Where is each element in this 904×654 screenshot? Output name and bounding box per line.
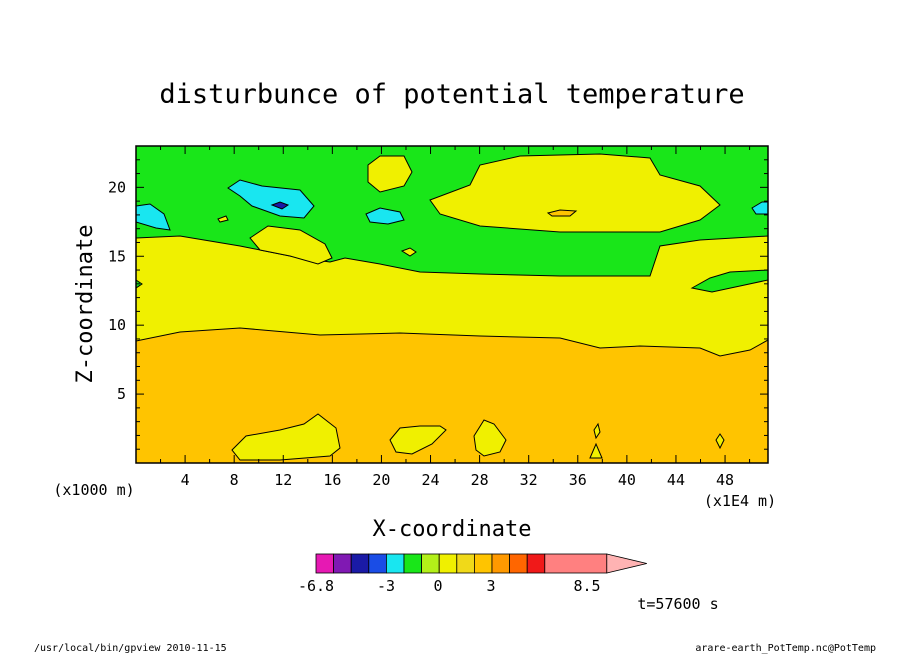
blob-blue-1: [270, 201, 290, 210]
footer-left: /usr/local/bin/gpview 2010-11-15: [34, 643, 227, 654]
x-tick-label: 36: [569, 471, 587, 489]
x-tick-label: 48: [716, 471, 734, 489]
colorbar-swatch: [403, 553, 423, 574]
x-tick-label: 32: [520, 471, 538, 489]
colorbar-label: 8.5: [573, 577, 600, 595]
blob-yellow-upper-3: [249, 225, 333, 265]
plot-area: [135, 145, 769, 464]
x-tick-label: 20: [372, 471, 390, 489]
x-tick-label: 28: [471, 471, 489, 489]
blob-orange-upper: [546, 209, 578, 217]
x-axis-ticks: 4 8 12 16 20 24 28 32 36 40 44 48: [160, 146, 751, 489]
y-unit-label: (x1000 m): [53, 481, 134, 499]
blob-yellow-lower-1: [231, 413, 341, 461]
x-tick-label: 16: [323, 471, 341, 489]
blob-green-right: [690, 269, 768, 293]
colorbar-swatch: [350, 553, 370, 574]
plot-frame: [135, 145, 769, 464]
blob-cyan-1: [227, 179, 315, 219]
blob-cyan-3: [136, 203, 171, 231]
colorbar-swatch: [473, 553, 493, 574]
blob-yellow-upper-5: [217, 215, 229, 223]
y-tick-label: 20: [108, 178, 126, 196]
y-tick-label: 10: [108, 316, 126, 334]
blob-yellow-upper-2: [367, 155, 413, 193]
blob-yellow-lower-4: [589, 442, 603, 459]
time-annotation: t=57600 s: [637, 595, 718, 613]
blob-cyan-4: [751, 201, 768, 215]
colorbar-swatch: [491, 553, 511, 574]
blob-yellow-upper-4: [400, 247, 417, 257]
x-tick-label: 4: [181, 471, 190, 489]
colorbar-swatch: [333, 553, 352, 574]
colorbar-swatch: [385, 553, 405, 574]
colorbar-swatch: [544, 553, 608, 574]
colorbar-label: 0: [433, 577, 442, 595]
blob-yellow-lower-3: [473, 419, 507, 457]
blob-yellow-lower-6: [715, 433, 725, 450]
y-tick-label: 5: [117, 385, 126, 403]
y-axis-ticks: 5 10 15 20: [108, 159, 768, 450]
colorbar-swatch: [438, 553, 458, 574]
footer-right: arare-earth_PotTemp.nc@PotTemp: [695, 643, 876, 654]
y-tick-label: 15: [108, 247, 126, 265]
band-orange: [136, 327, 768, 463]
colorbar-label: -6.8: [298, 577, 334, 595]
colorbar-swatch: [456, 553, 475, 574]
colorbar: [315, 553, 647, 574]
colorbar-labels: -6.8 -3 0 3 8.5: [298, 577, 601, 595]
colorbar-swatch: [421, 553, 440, 574]
colorbar-swatch: [315, 553, 335, 574]
colorbar-label: 3: [486, 577, 495, 595]
x-tick-label: 40: [618, 471, 636, 489]
blob-cyan-2: [365, 207, 405, 225]
colorbar-swatch: [526, 553, 546, 574]
x-tick-label: 8: [230, 471, 239, 489]
x-tick-label: 24: [421, 471, 439, 489]
blob-yellow-upper-1: [429, 153, 721, 233]
colorbar-swatch: [509, 553, 528, 574]
blob-yellow-lower-5: [593, 422, 601, 440]
y-axis-label: Z-coordinate: [73, 225, 98, 384]
blob-yellow-lower-2: [389, 425, 447, 455]
colorbar-extend-arrow: [606, 553, 647, 574]
chart-title: disturbunce of potential temperature: [159, 79, 744, 110]
colorbar-swatch: [368, 553, 387, 574]
x-tick-label: 12: [274, 471, 292, 489]
x-unit-label: (x1E4 m): [704, 492, 776, 510]
colorbar-label: -3: [377, 577, 395, 595]
x-axis-label: X-coordinate: [373, 517, 532, 542]
x-tick-label: 44: [667, 471, 685, 489]
